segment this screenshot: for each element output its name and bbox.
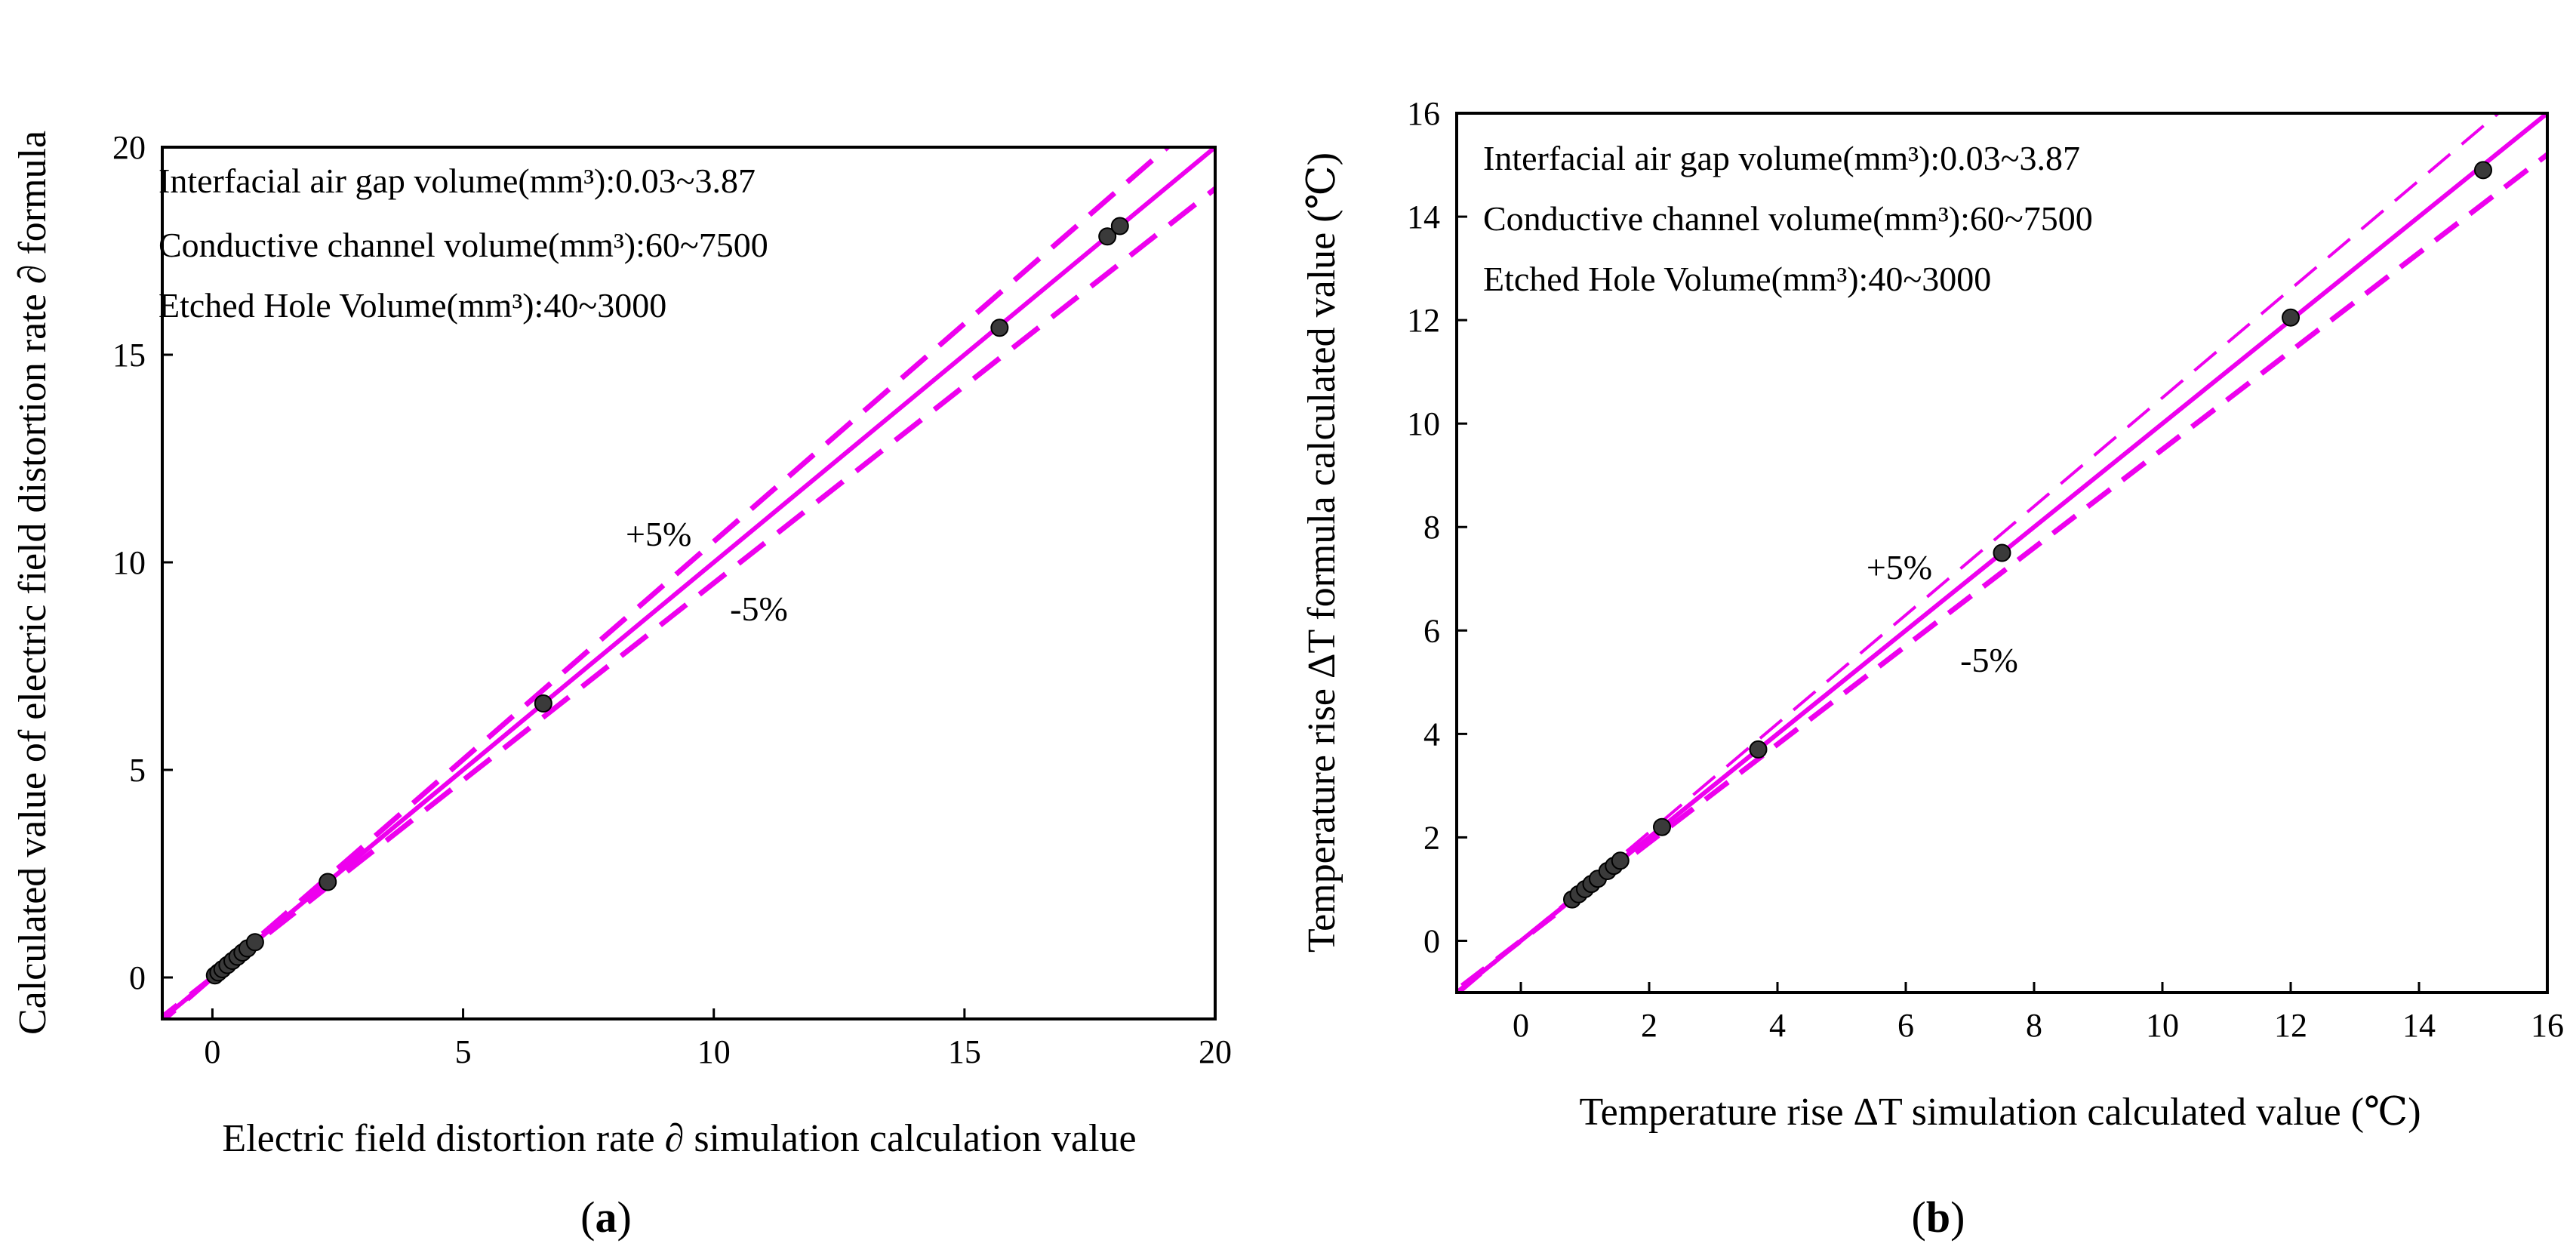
plot-frame xyxy=(161,146,1217,1020)
x-tick-label: 16 xyxy=(2531,1007,2564,1044)
data-point xyxy=(1110,217,1129,235)
data-point xyxy=(1749,740,1768,759)
data-point xyxy=(1611,851,1630,870)
panel-label: (b) xyxy=(1912,1193,1965,1242)
panel-label-part: ( xyxy=(1912,1193,1926,1242)
data-point xyxy=(1993,543,2011,562)
data-point xyxy=(990,319,1009,337)
x-tick-label: 10 xyxy=(2146,1007,2179,1044)
panel-label-part: b xyxy=(1926,1193,1950,1242)
data-point xyxy=(319,873,337,891)
reference-line-plus5 xyxy=(162,147,1172,1019)
data-point xyxy=(2282,308,2300,327)
y-tick-label: 14 xyxy=(1407,199,1440,235)
x-tick-label: 0 xyxy=(204,1033,220,1070)
data-point xyxy=(534,694,552,713)
x-tick-label: 12 xyxy=(2274,1007,2307,1044)
minus-5-percent-label: -5% xyxy=(1960,641,2018,679)
x-tick-label: 14 xyxy=(2402,1007,2436,1044)
annotation-line: Conductive channel volume(mm³):60~7500 xyxy=(158,226,768,264)
x-tick-label: 2 xyxy=(1641,1007,1657,1044)
y-tick-label: 5 xyxy=(129,752,146,789)
y-tick-label: 0 xyxy=(129,959,146,996)
data-points xyxy=(1563,161,2492,909)
y-tick-label: 10 xyxy=(112,544,146,581)
annotation-line: Etched Hole Volume(mm³):40~3000 xyxy=(1483,260,1991,298)
plus-5-percent-label: +5% xyxy=(1867,548,1932,586)
annotation-line: Interfacial air gap volume(mm³):0.03~3.8… xyxy=(158,162,756,200)
plus-5-percent-label: +5% xyxy=(626,515,691,553)
x-tick-label: 5 xyxy=(455,1033,472,1070)
data-point xyxy=(2474,161,2492,180)
chart-panel-b: 0 2 4 6 8 10 12 14 16 0 2 4 6 8 10 12 14 16 Temperature ri… xyxy=(1300,95,2564,1242)
y-tick-label: 15 xyxy=(112,337,146,374)
panel-label-part: ( xyxy=(580,1193,595,1242)
x-tick-label: 4 xyxy=(1769,1007,1786,1044)
y-axis-label: Calculated value of electric field disto… xyxy=(11,131,54,1035)
y-tick-label: 6 xyxy=(1423,612,1440,649)
y-tick-label: 16 xyxy=(1407,95,1440,132)
minus-5-percent-label: -5% xyxy=(730,589,788,628)
y-tick-label: 20 xyxy=(112,129,146,166)
panel-label-part: ) xyxy=(1950,1193,1965,1242)
reference-line-minus5 xyxy=(162,185,1215,1019)
x-axis-label: Electric field distortion rate ∂ simulat… xyxy=(222,1117,1136,1160)
annotation-line: Etched Hole Volume(mm³):40~3000 xyxy=(158,286,666,325)
y-axis-label: Temperature rise ΔT formula calculated v… xyxy=(1300,152,1343,953)
x-tick-label: 20 xyxy=(1199,1033,1232,1070)
annotation-line: Interfacial air gap volume(mm³):0.03~3.8… xyxy=(1483,139,2080,177)
x-tick-label: 15 xyxy=(948,1033,981,1070)
x-tick-label: 6 xyxy=(1897,1007,1914,1044)
data-points xyxy=(205,217,1129,985)
panel-label-part: ) xyxy=(617,1193,632,1242)
y-tick-label: 12 xyxy=(1407,302,1440,339)
chart-panel-a: 0 5 10 15 20 0 5 10 15 20 Electric field distortio… xyxy=(11,129,1232,1242)
data-point xyxy=(1098,227,1117,246)
y-tick-label: 0 xyxy=(1423,922,1440,959)
data-point xyxy=(245,933,264,952)
y-tick-label: 4 xyxy=(1423,716,1440,753)
x-tick-label: 0 xyxy=(1513,1007,1529,1044)
data-point xyxy=(1653,817,1671,836)
x-tick-label: 8 xyxy=(2026,1007,2042,1044)
panel-label: (a) xyxy=(580,1193,632,1242)
y-tick-label: 2 xyxy=(1423,819,1440,856)
x-tick-label: 10 xyxy=(697,1033,731,1070)
x-axis-label: Temperature rise ΔT simulation calculate… xyxy=(1579,1091,2421,1134)
y-tick-label: 8 xyxy=(1423,509,1440,546)
annotation-line: Conductive channel volume(mm³):60~7500 xyxy=(1483,199,2093,238)
panel-label-part: a xyxy=(596,1193,617,1242)
y-tick-label: 10 xyxy=(1407,405,1440,442)
plot-frame xyxy=(1455,112,2549,994)
